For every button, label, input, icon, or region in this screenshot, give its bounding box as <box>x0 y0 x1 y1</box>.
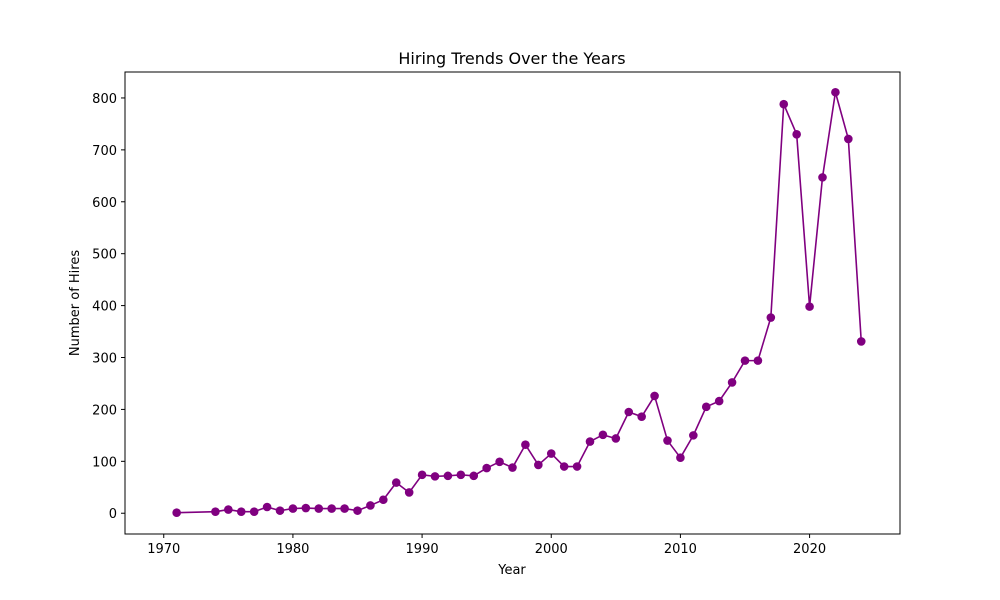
data-point <box>805 302 814 311</box>
x-tick-label: 1970 <box>147 542 180 557</box>
y-tick-label: 200 <box>92 403 117 418</box>
data-point <box>482 463 491 473</box>
y-tick-label: 800 <box>92 92 117 107</box>
data-point <box>727 378 737 387</box>
series-line <box>176 91 863 514</box>
data-point <box>340 504 349 513</box>
data-point <box>430 472 440 481</box>
data-point <box>650 391 659 401</box>
data-point <box>740 356 750 365</box>
data-point <box>818 173 827 182</box>
data-point <box>366 501 375 510</box>
x-axis-label: Year <box>497 563 526 578</box>
y-axis: 0 100 200 300 400 500 600 700 800 <box>92 92 125 522</box>
data-point <box>391 478 401 487</box>
x-tick-label: 2000 <box>535 542 568 557</box>
x-tick-label: 1990 <box>406 542 439 557</box>
x-tick-label: 2020 <box>793 542 826 557</box>
data-point <box>572 462 582 471</box>
data-point <box>624 407 634 417</box>
data-point <box>404 488 414 497</box>
data-point <box>314 504 324 513</box>
y-axis-label: Number of Hires <box>68 250 83 356</box>
x-axis: 1970 1980 1990 2000 2010 2020 <box>147 534 826 557</box>
data-point <box>521 440 530 450</box>
data-point <box>275 506 285 515</box>
y-tick-label: 700 <box>92 144 117 159</box>
data-point <box>598 430 608 440</box>
data-point <box>689 431 698 440</box>
data-point <box>611 434 621 443</box>
data-point <box>844 134 853 144</box>
y-tick-label: 0 <box>109 507 117 522</box>
data-point <box>779 99 789 109</box>
data-point <box>172 508 181 518</box>
data-point <box>534 460 543 470</box>
data-point <box>585 437 595 446</box>
x-tick-label: 2010 <box>664 542 697 557</box>
data-point <box>559 462 569 471</box>
data-point <box>456 470 466 480</box>
data-point <box>663 436 672 445</box>
data-point <box>766 313 776 322</box>
plot-area <box>124 71 901 535</box>
x-tick-label: 1980 <box>276 542 309 557</box>
y-tick-label: 600 <box>92 196 117 211</box>
data-point <box>211 507 220 516</box>
data-point <box>262 502 272 512</box>
y-tick-label: 500 <box>92 248 117 263</box>
data-point <box>353 506 362 515</box>
series-layer <box>172 87 866 518</box>
data-point <box>792 129 801 139</box>
data-point <box>288 504 298 513</box>
data-point <box>508 463 517 472</box>
data-point <box>327 504 336 513</box>
y-tick-label: 300 <box>92 352 117 367</box>
data-point <box>701 402 711 412</box>
chart-title: Hiring Trends Over the Years <box>398 49 625 68</box>
data-point <box>301 503 311 513</box>
data-point <box>546 449 556 458</box>
data-point <box>443 471 453 481</box>
data-point <box>495 457 504 467</box>
data-point <box>676 453 685 462</box>
data-point <box>236 507 246 516</box>
data-point <box>856 337 866 346</box>
data-point <box>469 471 479 481</box>
y-tick-label: 400 <box>92 300 117 315</box>
data-point <box>753 356 763 365</box>
y-tick-label: 100 <box>92 455 117 470</box>
data-point <box>379 495 388 505</box>
data-point <box>831 87 840 97</box>
data-point <box>249 507 259 516</box>
data-point <box>714 396 724 406</box>
data-point <box>637 412 646 421</box>
data-point <box>224 505 233 514</box>
data-point <box>417 470 427 480</box>
